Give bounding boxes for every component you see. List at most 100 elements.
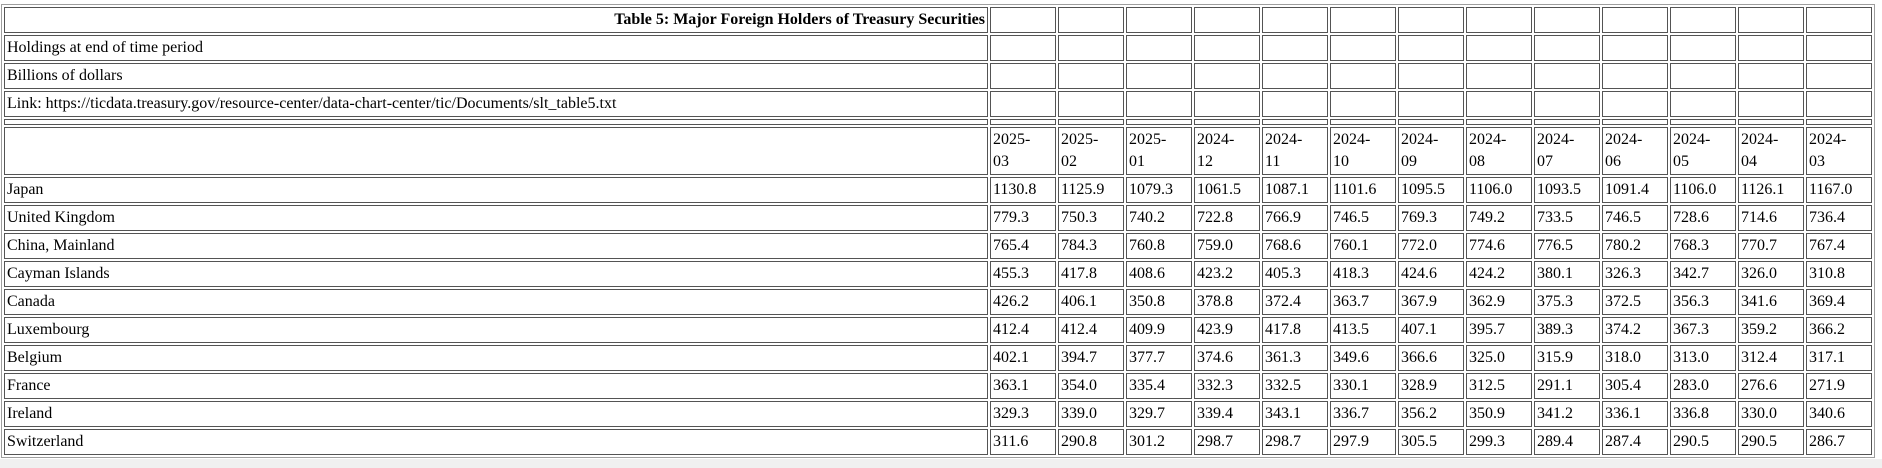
- value-cell: 339.4: [1194, 401, 1260, 427]
- table-title: Table 5: Major Foreign Holders of Treasu…: [4, 7, 988, 33]
- value-cell: 375.3: [1534, 289, 1600, 315]
- spacer-cell: [1058, 119, 1124, 125]
- value-cell: 318.0: [1602, 345, 1668, 371]
- empty-cell: [1398, 63, 1464, 89]
- column-header-2025-01: 2025- 01: [1126, 127, 1192, 175]
- value-cell: 714.6: [1738, 205, 1804, 231]
- value-cell: 305.4: [1602, 373, 1668, 399]
- value-cell: 1091.4: [1602, 177, 1668, 203]
- date-header-row: 2025- 03 2025- 02 2025- 01 2024- 12 2024- 11 2024-…: [4, 127, 1872, 175]
- value-cell: 417.8: [1058, 261, 1124, 287]
- row-label: Ireland: [4, 401, 988, 427]
- empty-cell: [1194, 63, 1260, 89]
- row-label: Switzerland: [4, 429, 988, 455]
- value-cell: 325.0: [1466, 345, 1532, 371]
- value-cell: 406.1: [1058, 289, 1124, 315]
- row-label: Cayman Islands: [4, 261, 988, 287]
- value-cell: 722.8: [1194, 205, 1260, 231]
- row-label: United Kingdom: [4, 205, 988, 231]
- value-cell: 362.9: [1466, 289, 1532, 315]
- value-cell: 372.5: [1602, 289, 1668, 315]
- value-cell: 772.0: [1398, 233, 1464, 259]
- value-cell: 329.7: [1126, 401, 1192, 427]
- value-cell: 312.4: [1738, 345, 1804, 371]
- column-header-2024-08: 2024- 08: [1466, 127, 1532, 175]
- value-cell: 1101.6: [1330, 177, 1396, 203]
- row-label: Canada: [4, 289, 988, 315]
- value-cell: 733.5: [1534, 205, 1600, 231]
- value-cell: 366.6: [1398, 345, 1464, 371]
- empty-cell: [1466, 7, 1532, 33]
- spacer-cell: [1738, 119, 1804, 125]
- column-header-2024-09: 2024- 09: [1398, 127, 1464, 175]
- spacer-cell: [1534, 119, 1600, 125]
- value-cell: 746.5: [1602, 205, 1668, 231]
- value-cell: 336.7: [1330, 401, 1396, 427]
- value-cell: 395.7: [1466, 317, 1532, 343]
- value-cell: 312.5: [1466, 373, 1532, 399]
- value-cell: 305.5: [1398, 429, 1464, 455]
- table-row: Belgium 402.1 394.7 377.7 374.6 361.3 349.6 366…: [4, 345, 1872, 371]
- empty-cell: [1806, 91, 1872, 117]
- column-header-2025-02: 2025- 02: [1058, 127, 1124, 175]
- title-row: Table 5: Major Foreign Holders of Treasu…: [4, 7, 1872, 33]
- value-cell: 1093.5: [1534, 177, 1600, 203]
- value-cell: 335.4: [1126, 373, 1192, 399]
- empty-cell: [1058, 35, 1124, 61]
- value-cell: 343.1: [1262, 401, 1328, 427]
- spacer-cell: [1330, 119, 1396, 125]
- empty-cell: [1534, 7, 1600, 33]
- empty-cell: [1738, 91, 1804, 117]
- table-row: France 363.1 354.0 335.4 332.3 332.5 330.1 328.…: [4, 373, 1872, 399]
- empty-cell: [990, 91, 1056, 117]
- value-cell: 407.1: [1398, 317, 1464, 343]
- empty-cell: [1534, 35, 1600, 61]
- empty-cell: [1126, 7, 1192, 33]
- column-header-2024-04: 2024- 04: [1738, 127, 1804, 175]
- empty-cell: [1330, 35, 1396, 61]
- row-label: Belgium: [4, 345, 988, 371]
- value-cell: 311.6: [990, 429, 1056, 455]
- empty-cell: [1058, 7, 1124, 33]
- column-header-2024-07: 2024- 07: [1534, 127, 1600, 175]
- value-cell: 767.4: [1806, 233, 1872, 259]
- empty-cell: [1466, 91, 1532, 117]
- date-header-label-cell: [4, 127, 988, 175]
- empty-cell: [1602, 63, 1668, 89]
- empty-cell: [1602, 91, 1668, 117]
- value-cell: 780.2: [1602, 233, 1668, 259]
- column-header-2024-12: 2024- 12: [1194, 127, 1260, 175]
- value-cell: 402.1: [990, 345, 1056, 371]
- value-cell: 317.1: [1806, 345, 1872, 371]
- row-label: Luxembourg: [4, 317, 988, 343]
- holdings-note: Holdings at end of time period: [4, 35, 988, 61]
- empty-cell: [1194, 91, 1260, 117]
- value-cell: 290.5: [1670, 429, 1736, 455]
- value-cell: 412.4: [1058, 317, 1124, 343]
- value-cell: 409.9: [1126, 317, 1192, 343]
- empty-cell: [1194, 35, 1260, 61]
- value-cell: 287.4: [1602, 429, 1668, 455]
- value-cell: 770.7: [1738, 233, 1804, 259]
- empty-cell: [990, 63, 1056, 89]
- value-cell: 1126.1: [1738, 177, 1804, 203]
- value-cell: 769.3: [1398, 205, 1464, 231]
- empty-cell: [990, 35, 1056, 61]
- value-cell: 728.6: [1670, 205, 1736, 231]
- spacer-cell: [1194, 119, 1260, 125]
- spacer-cell: [1670, 119, 1736, 125]
- table-row: Japan 1130.8 1125.9 1079.3 1061.5 1087.1 1101.…: [4, 177, 1872, 203]
- value-cell: 426.2: [990, 289, 1056, 315]
- value-cell: 412.4: [990, 317, 1056, 343]
- spacer-cell: [1126, 119, 1192, 125]
- empty-cell: [1670, 91, 1736, 117]
- note-row-units: Billions of dollars: [4, 63, 1872, 89]
- value-cell: 341.2: [1534, 401, 1600, 427]
- value-cell: 1061.5: [1194, 177, 1260, 203]
- value-cell: 301.2: [1126, 429, 1192, 455]
- value-cell: 299.3: [1466, 429, 1532, 455]
- value-cell: 359.2: [1738, 317, 1804, 343]
- value-cell: 350.8: [1126, 289, 1192, 315]
- value-cell: 340.6: [1806, 401, 1872, 427]
- value-cell: 313.0: [1670, 345, 1736, 371]
